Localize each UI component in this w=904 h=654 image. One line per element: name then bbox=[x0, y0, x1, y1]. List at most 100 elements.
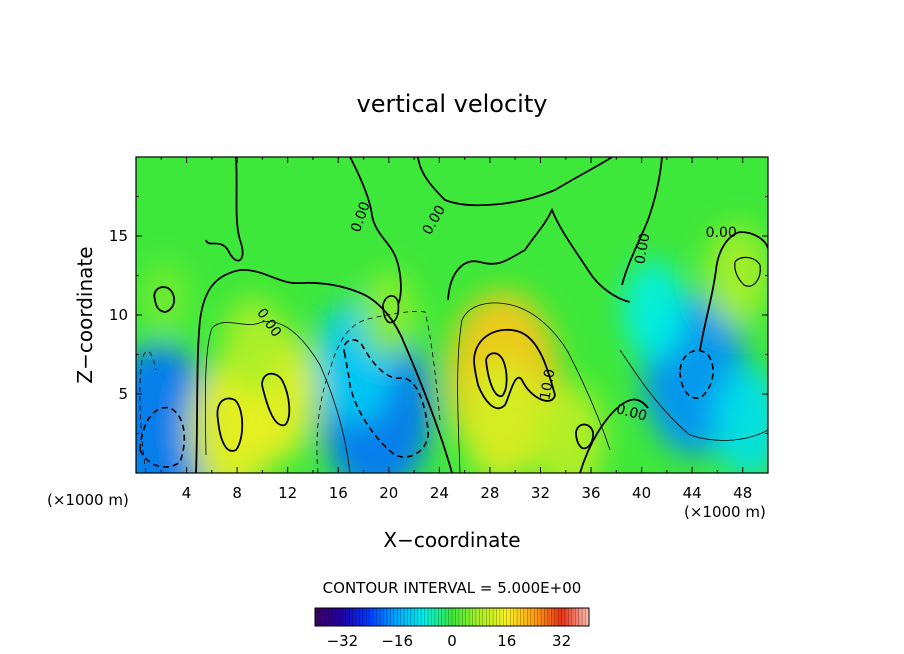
contour-positive-1 bbox=[216, 397, 244, 452]
colorbar-segment bbox=[510, 608, 514, 626]
contour-positive-7 bbox=[734, 256, 761, 287]
colorbar bbox=[314, 608, 590, 626]
x-tick-label: 44 bbox=[683, 484, 702, 502]
colorbar-segment bbox=[527, 608, 532, 626]
x-tick-label: 4 bbox=[182, 484, 192, 502]
colorbar-segment bbox=[318, 608, 323, 626]
colorbar-segment bbox=[486, 608, 490, 626]
colorbar-segment bbox=[407, 608, 412, 626]
colorbar-segment bbox=[482, 608, 487, 626]
contour-zero-8 bbox=[699, 231, 768, 351]
colorbar-segment bbox=[458, 608, 463, 626]
colorbar-segment bbox=[575, 608, 580, 626]
colorbar-segment bbox=[537, 608, 542, 626]
colorbar-segment bbox=[315, 608, 319, 626]
colorbar-segment bbox=[438, 608, 443, 626]
colorbar-segment bbox=[517, 608, 521, 626]
x-tick-label: 28 bbox=[480, 484, 499, 502]
colorbar-segment bbox=[547, 608, 552, 626]
colorbar-tick-label: 16 bbox=[497, 632, 516, 650]
colorbar-segment bbox=[369, 608, 374, 626]
colorbar-segment bbox=[582, 608, 586, 626]
colorbar-segment bbox=[386, 608, 391, 626]
colorbar-segment bbox=[499, 608, 504, 626]
colorbar-segment bbox=[397, 608, 401, 626]
colorbar-ticks: −32 −16 0 16 32 bbox=[327, 632, 572, 650]
colorbar-segment bbox=[513, 608, 518, 626]
contour-positive-3 bbox=[473, 328, 556, 410]
contour-zero-1 bbox=[195, 269, 453, 473]
x-tick-label: 48 bbox=[733, 484, 752, 502]
colorbar-segment bbox=[469, 608, 473, 626]
contour-positive-5 bbox=[575, 423, 594, 450]
contour-negative-2 bbox=[343, 339, 429, 458]
colorbar-segment bbox=[362, 608, 367, 626]
colorbar-segment bbox=[541, 608, 545, 626]
colorbar-tick-label: 32 bbox=[552, 632, 571, 650]
colorbar-tick-label: −32 bbox=[327, 632, 359, 650]
colorbar-segment bbox=[544, 608, 549, 626]
contour-interval: CONTOUR INTERVAL = 5.000E+00 bbox=[323, 579, 582, 597]
contour-label: 10.0 bbox=[537, 368, 558, 401]
colorbar-segment bbox=[445, 608, 449, 626]
colorbar-segment bbox=[571, 608, 576, 626]
colorbar-segment bbox=[452, 608, 456, 626]
colorbar-segment bbox=[530, 608, 535, 626]
colorbar-segment bbox=[561, 608, 566, 626]
colorbar-segment bbox=[352, 608, 357, 626]
colorbar-segment bbox=[335, 608, 340, 626]
contour-positive-2 bbox=[261, 372, 291, 427]
colorbar-segment bbox=[565, 608, 569, 626]
y-tick-label: 5 bbox=[118, 385, 128, 403]
contour-negative-3 bbox=[679, 349, 714, 399]
colorbar-segment bbox=[448, 608, 453, 626]
colorbar-segment bbox=[428, 608, 432, 626]
colorbar-segment bbox=[373, 608, 377, 626]
colorbar-segment bbox=[455, 608, 460, 626]
field-blobs bbox=[136, 225, 768, 473]
colorbar-segment bbox=[462, 608, 466, 626]
colorbar-segment bbox=[325, 608, 329, 626]
contour-zero-2 bbox=[205, 157, 244, 262]
colorbar-segment bbox=[359, 608, 364, 626]
x-axis-ticks: 4 8 12 16 20 24 28 32 36 40 44 48 bbox=[160, 157, 752, 502]
field-feature-11 bbox=[713, 366, 768, 473]
field-feature-15 bbox=[140, 261, 190, 337]
field-feature-13 bbox=[622, 260, 687, 361]
colorbar-segment bbox=[496, 608, 501, 626]
field-feature-9 bbox=[532, 382, 605, 473]
colorbar-segment bbox=[434, 608, 439, 626]
contour-zero-9 bbox=[153, 286, 175, 313]
colorbar-segment bbox=[568, 608, 573, 626]
contour-label: 0.00 bbox=[632, 232, 653, 265]
contour-zero-3 bbox=[349, 157, 402, 306]
chart-title: vertical velocity bbox=[357, 90, 548, 118]
y-axis-label: Z−coordinate bbox=[73, 246, 97, 383]
colorbar-segment bbox=[321, 608, 326, 626]
colorbar-segment bbox=[345, 608, 350, 626]
y-tick-label: 10 bbox=[109, 306, 128, 324]
x-tick-label: 36 bbox=[581, 484, 600, 502]
colorbar-segment bbox=[342, 608, 347, 626]
x-unit-left: (×1000 m) bbox=[47, 491, 129, 509]
contour-thin-3 bbox=[619, 349, 768, 441]
colorbar-segment bbox=[417, 608, 422, 626]
contour-zero-7 bbox=[621, 157, 663, 286]
colorbar-segment bbox=[489, 608, 494, 626]
colorbar-tick-label: −16 bbox=[381, 632, 413, 650]
colorbar-segment bbox=[534, 608, 538, 626]
colorbar-segment bbox=[390, 608, 395, 626]
colorbar-segment bbox=[414, 608, 419, 626]
colorbar-segment bbox=[393, 608, 398, 626]
colorbar-segment bbox=[465, 608, 470, 626]
contour-label: 0.00 bbox=[706, 225, 737, 241]
x-axis-label: X−coordinate bbox=[383, 528, 520, 552]
colorbar-segment bbox=[332, 608, 336, 626]
colorbar-tick-label: 0 bbox=[447, 632, 457, 650]
x-tick-label: 32 bbox=[531, 484, 550, 502]
contour-positive-4 bbox=[485, 352, 508, 397]
colorbar-segment bbox=[551, 608, 556, 626]
x-tick-label: 20 bbox=[379, 484, 398, 502]
x-unit-right: (×1000 m) bbox=[684, 503, 766, 521]
colorbar-segment bbox=[431, 608, 436, 626]
